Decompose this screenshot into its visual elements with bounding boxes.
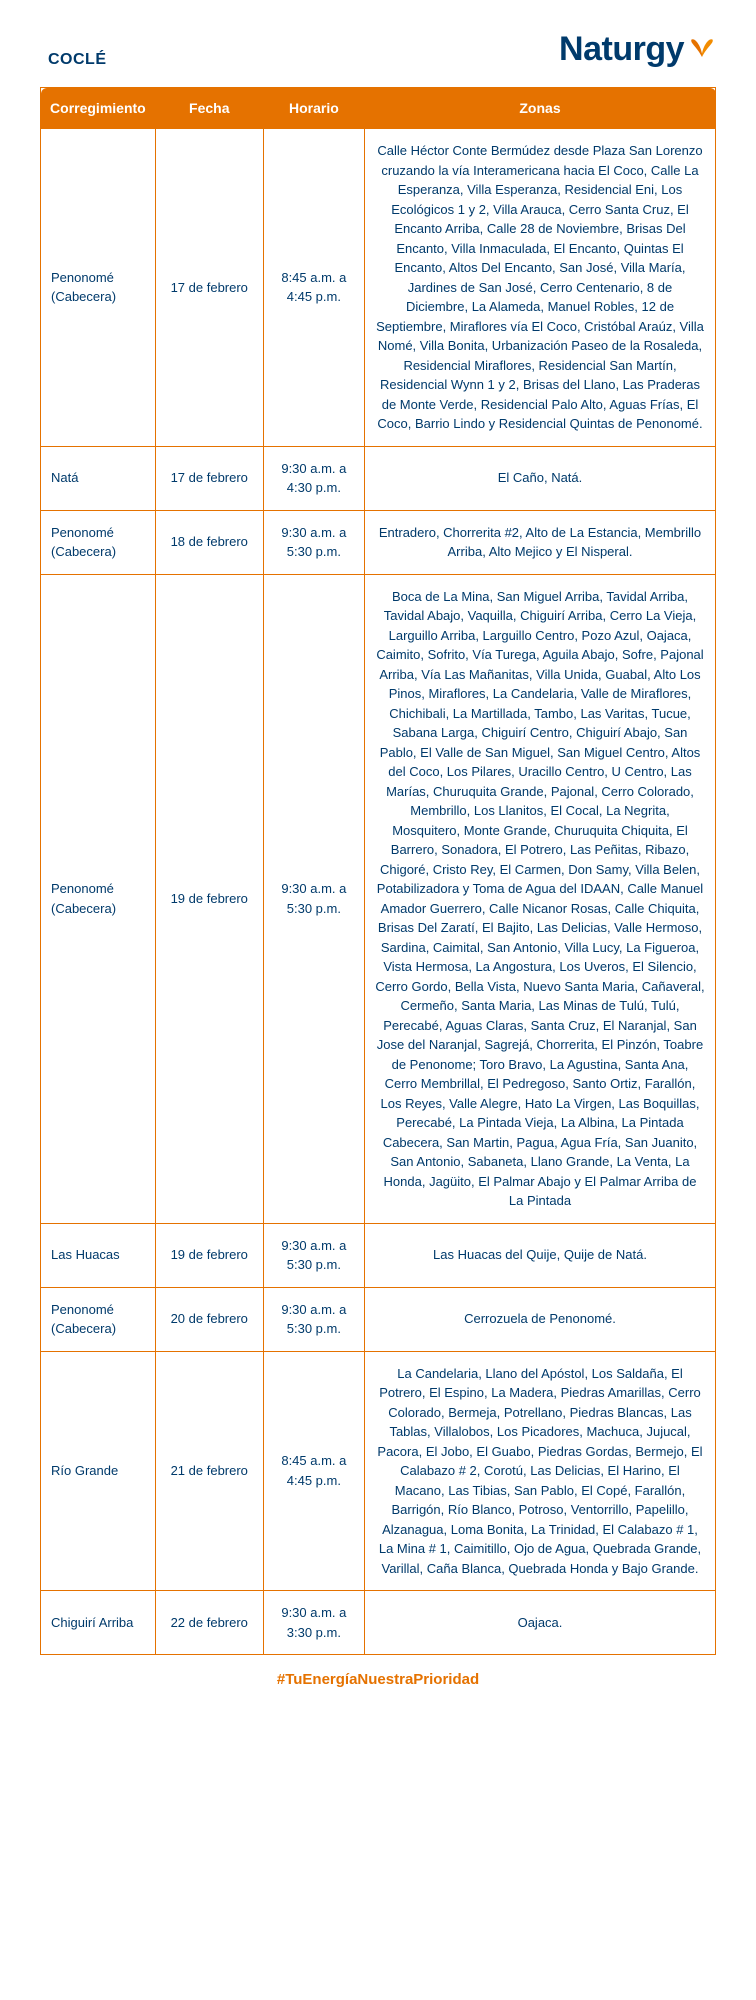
cell-fecha: 21 de febrero [155,1351,263,1591]
cell-zonas: Calle Héctor Conte Bermúdez desde Plaza … [365,129,716,447]
cell-corregimiento: Penonomé (Cabecera) [41,574,156,1223]
cell-zonas: La Candelaria, Llano del Apóstol, Los Sa… [365,1351,716,1591]
cell-zonas: Cerrozuela de Penonomé. [365,1287,716,1351]
cell-horario: 8:45 a.m. a 4:45 p.m. [263,1351,364,1591]
cell-zonas: Boca de La Mina, San Miguel Arriba, Tavi… [365,574,716,1223]
cell-fecha: 18 de febrero [155,510,263,574]
cell-horario: 9:30 a.m. a 5:30 p.m. [263,574,364,1223]
cell-horario: 9:30 a.m. a 4:30 p.m. [263,446,364,510]
table-header: Corregimiento Fecha Horario Zonas [41,88,716,129]
cell-fecha: 19 de febrero [155,574,263,1223]
cell-corregimiento: Río Grande [41,1351,156,1591]
schedule-table: Corregimiento Fecha Horario Zonas Penono… [40,87,716,1655]
table-row: Penonomé (Cabecera)18 de febrero9:30 a.m… [41,510,716,574]
col-zonas: Zonas [365,88,716,129]
cell-zonas: El Caño, Natá. [365,446,716,510]
butterfly-icon [688,36,716,64]
table-row: Penonomé (Cabecera)19 de febrero9:30 a.m… [41,574,716,1223]
table-row: Las Huacas19 de febrero9:30 a.m. a 5:30 … [41,1223,716,1287]
cell-fecha: 17 de febrero [155,129,263,447]
col-horario: Horario [263,88,364,129]
brand-logo: Naturgy [559,30,716,69]
col-corregimiento: Corregimiento [41,88,156,129]
cell-corregimiento: Penonomé (Cabecera) [41,129,156,447]
col-fecha: Fecha [155,88,263,129]
table-body: Penonomé (Cabecera)17 de febrero8:45 a.m… [41,129,716,1655]
cell-zonas: Entradero, Chorrerita #2, Alto de La Est… [365,510,716,574]
region-title: COCLÉ [40,51,107,69]
document-header: COCLÉ Naturgy [40,30,716,69]
cell-corregimiento: Natá [41,446,156,510]
cell-corregimiento: Chiguirí Arriba [41,1591,156,1655]
hashtag-footer: #TuEnergíaNuestraPrioridad [40,1671,716,1688]
cell-zonas: Las Huacas del Quije, Quije de Natá. [365,1223,716,1287]
cell-horario: 9:30 a.m. a 5:30 p.m. [263,1223,364,1287]
cell-horario: 9:30 a.m. a 5:30 p.m. [263,510,364,574]
cell-horario: 9:30 a.m. a 3:30 p.m. [263,1591,364,1655]
cell-fecha: 17 de febrero [155,446,263,510]
table-row: Chiguirí Arriba22 de febrero9:30 a.m. a … [41,1591,716,1655]
cell-horario: 9:30 a.m. a 5:30 p.m. [263,1287,364,1351]
cell-corregimiento: Las Huacas [41,1223,156,1287]
table-row: Río Grande21 de febrero8:45 a.m. a 4:45 … [41,1351,716,1591]
cell-corregimiento: Penonomé (Cabecera) [41,510,156,574]
cell-corregimiento: Penonomé (Cabecera) [41,1287,156,1351]
cell-zonas: Oajaca. [365,1591,716,1655]
cell-fecha: 20 de febrero [155,1287,263,1351]
table-row: Penonomé (Cabecera)17 de febrero8:45 a.m… [41,129,716,447]
cell-horario: 8:45 a.m. a 4:45 p.m. [263,129,364,447]
brand-name: Naturgy [559,30,684,69]
cell-fecha: 19 de febrero [155,1223,263,1287]
cell-fecha: 22 de febrero [155,1591,263,1655]
table-row: Penonomé (Cabecera)20 de febrero9:30 a.m… [41,1287,716,1351]
table-row: Natá17 de febrero9:30 a.m. a 4:30 p.m.El… [41,446,716,510]
